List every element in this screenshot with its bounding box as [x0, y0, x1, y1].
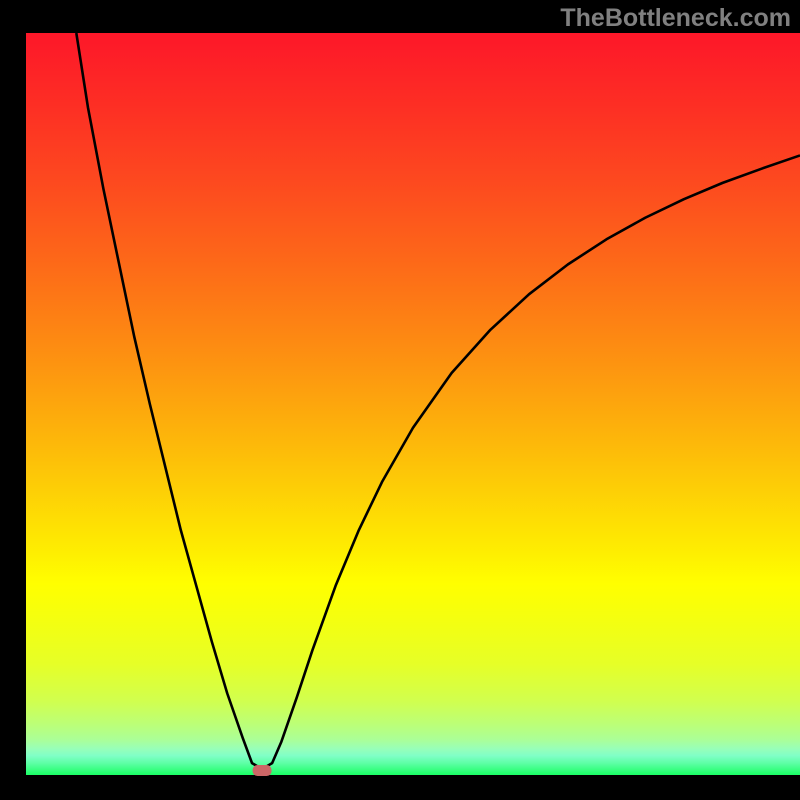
- watermark-text: TheBottleneck.com: [560, 4, 791, 33]
- optimum-marker: [253, 765, 272, 776]
- plot-background: [26, 33, 800, 775]
- gradient-plot: [0, 0, 800, 800]
